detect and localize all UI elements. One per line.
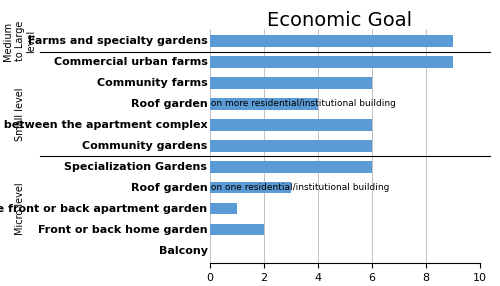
Text: Roof garden: Roof garden [131, 183, 208, 193]
Text: Economic Goal: Economic Goal [268, 11, 412, 30]
Text: Specialization Gardens: Specialization Gardens [64, 162, 208, 172]
Text: Community gardens: Community gardens [82, 141, 208, 151]
Bar [210, 98, 318, 110]
Bar [210, 161, 372, 172]
Text: Commercial urban farms: Commercial urban farms [54, 57, 208, 67]
Text: Balcony: Balcony [158, 246, 208, 256]
Text: Farms and specialty gardens: Farms and specialty gardens [28, 36, 208, 46]
Text: Roof garden: Roof garden [131, 99, 208, 109]
Bar [210, 224, 264, 235]
Bar [210, 56, 453, 68]
Text: on one residential/institutional building: on one residential/institutional buildin… [208, 183, 389, 192]
Bar [210, 77, 372, 89]
Text: Gardens between the apartment complex: Gardens between the apartment complex [0, 120, 208, 130]
Bar [210, 140, 372, 152]
Text: Front or back home garden: Front or back home garden [38, 225, 207, 235]
Bar [210, 119, 372, 131]
Text: Small level: Small level [15, 88, 25, 141]
Text: on more residential/institutional building: on more residential/institutional buildi… [208, 100, 396, 108]
Text: Medium
to Large
level: Medium to Large level [4, 21, 36, 61]
Text: Community farms: Community farms [97, 78, 208, 88]
Bar [210, 203, 237, 214]
Bar [210, 182, 291, 194]
Bar [210, 35, 453, 47]
Text: The front or back apartment garden: The front or back apartment garden [0, 204, 208, 214]
Text: Micro level: Micro level [15, 182, 25, 235]
